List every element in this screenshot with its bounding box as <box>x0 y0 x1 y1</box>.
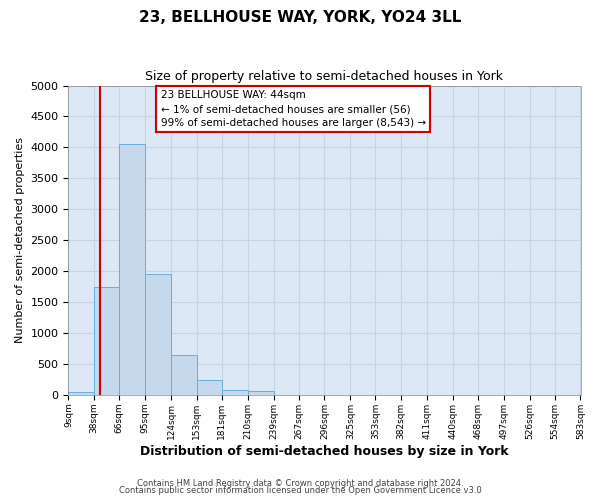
Title: Size of property relative to semi-detached houses in York: Size of property relative to semi-detach… <box>145 70 503 83</box>
Text: Contains public sector information licensed under the Open Government Licence v3: Contains public sector information licen… <box>119 486 481 495</box>
Bar <box>248 391 274 395</box>
Y-axis label: Number of semi-detached properties: Number of semi-detached properties <box>15 137 25 343</box>
Text: Contains HM Land Registry data © Crown copyright and database right 2024.: Contains HM Land Registry data © Crown c… <box>137 478 463 488</box>
X-axis label: Distribution of semi-detached houses by size in York: Distribution of semi-detached houses by … <box>140 444 509 458</box>
Bar <box>68 392 94 395</box>
Text: 23, BELLHOUSE WAY, YORK, YO24 3LL: 23, BELLHOUSE WAY, YORK, YO24 3LL <box>139 10 461 25</box>
Bar <box>222 390 248 395</box>
Bar <box>119 144 145 395</box>
Bar <box>145 274 171 395</box>
Bar <box>94 286 119 395</box>
Text: 23 BELLHOUSE WAY: 44sqm
← 1% of semi-detached houses are smaller (56)
99% of sem: 23 BELLHOUSE WAY: 44sqm ← 1% of semi-det… <box>161 90 426 128</box>
Bar <box>171 354 197 395</box>
Bar <box>197 380 222 395</box>
